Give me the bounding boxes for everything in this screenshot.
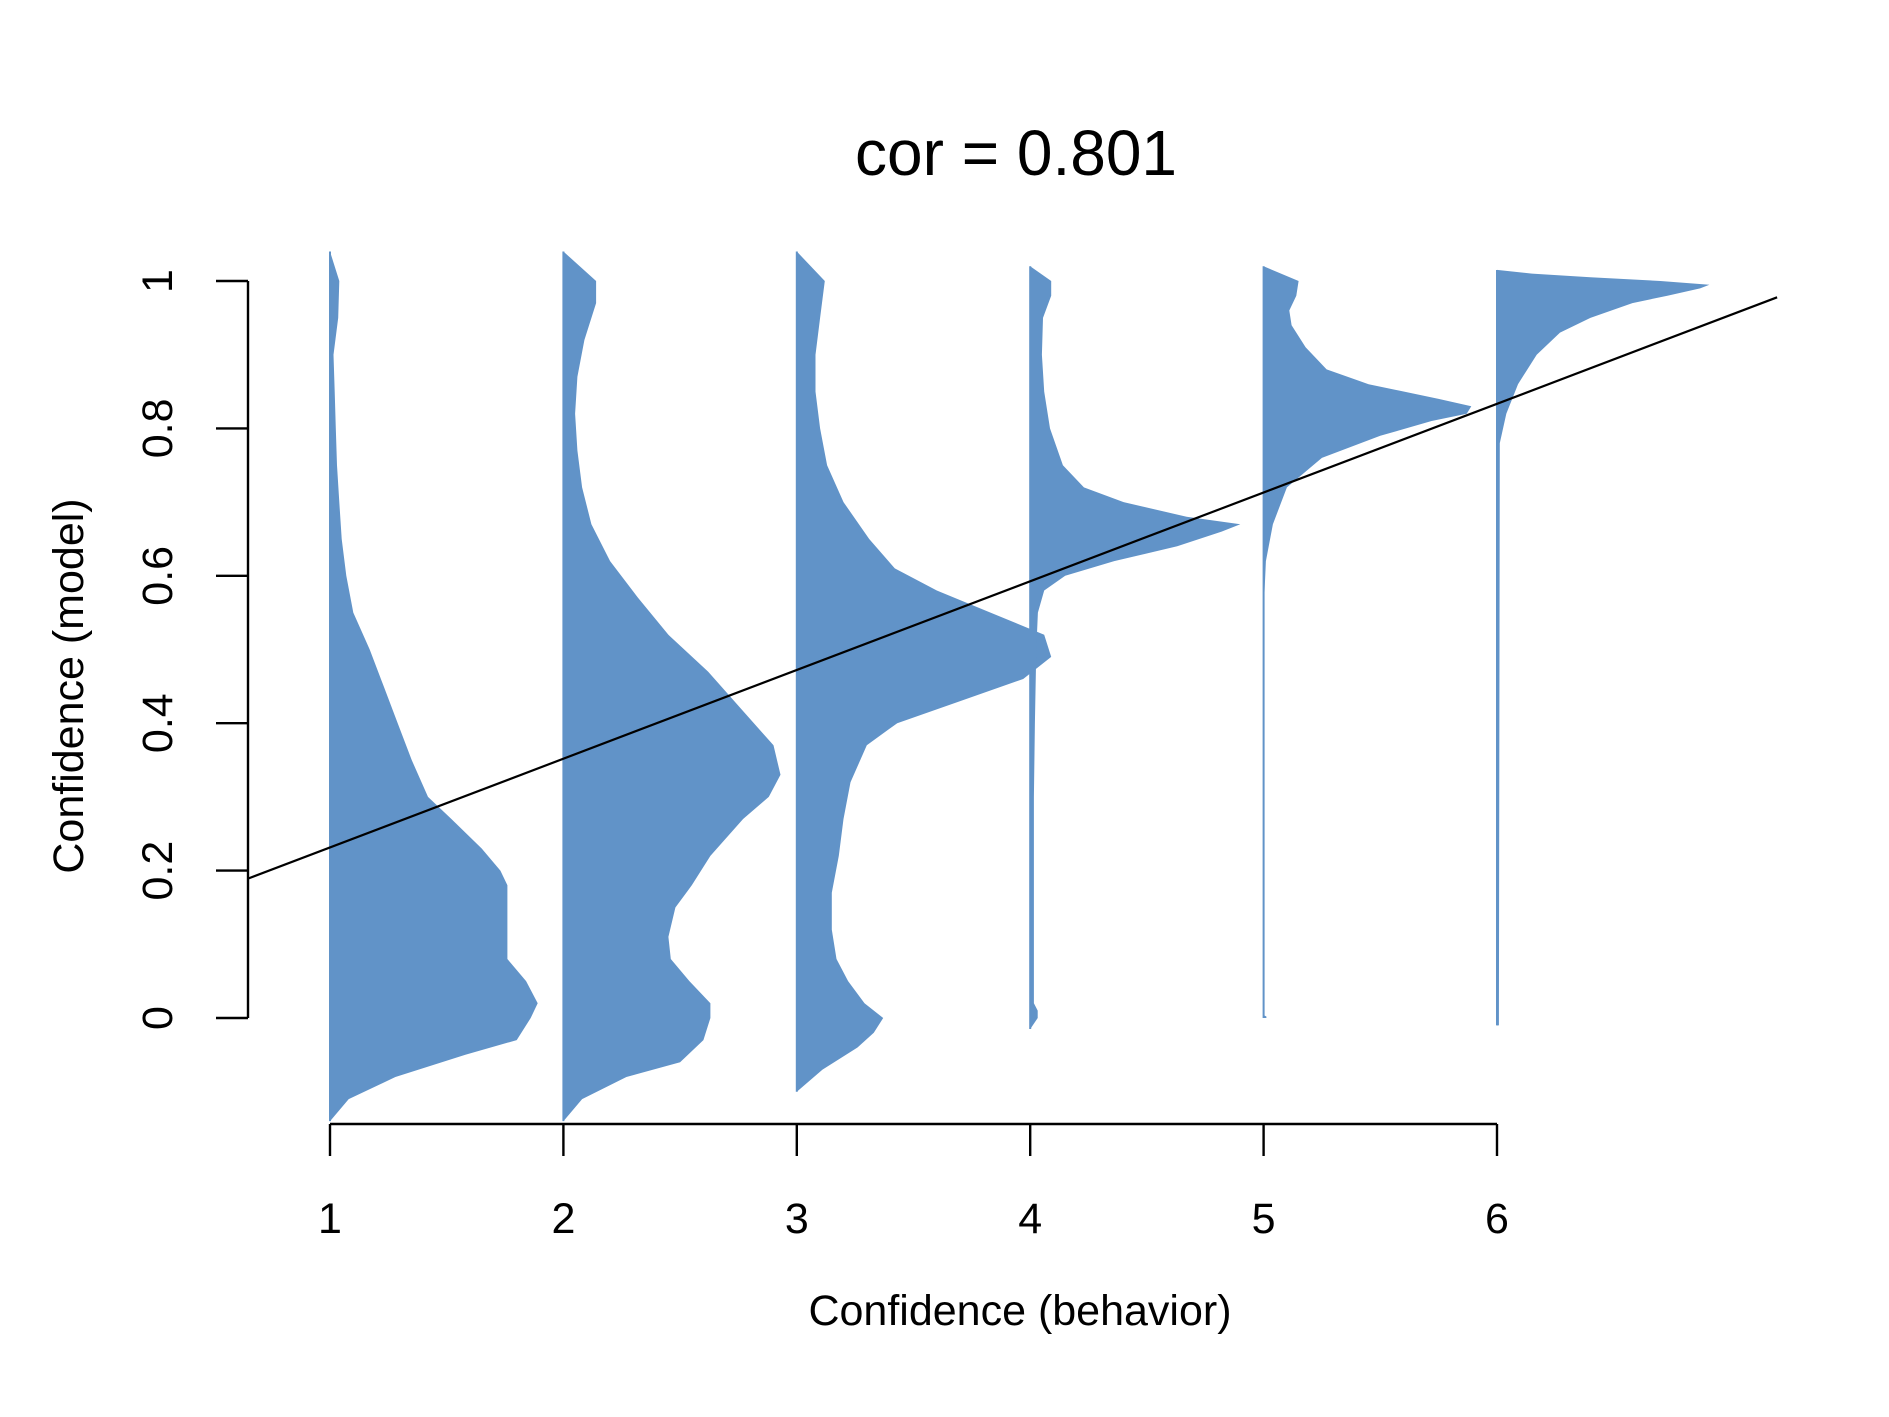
violin-2 (563, 251, 781, 1122)
x-tick-label: 1 (318, 1195, 342, 1243)
violin-6 (1497, 269, 1710, 1026)
y-axis-title: Confidence (model) (45, 498, 93, 873)
y-tick-label: 0.6 (134, 546, 182, 606)
x-axis-title: Confidence (behavior) (808, 1287, 1231, 1335)
violin-4 (1030, 266, 1241, 1030)
y-tick-label: 0.4 (134, 693, 182, 753)
violin-1 (330, 251, 538, 1122)
y-tick-label: 0.2 (134, 841, 182, 901)
x-axis: 1 2 3 4 5 6 (318, 1122, 1509, 1243)
x-tick-label: 3 (785, 1195, 809, 1243)
y-tick-label: 1 (134, 269, 182, 293)
violins-group (329, 251, 1710, 1122)
x-tick-label: 6 (1485, 1195, 1509, 1243)
chart-title: cor = 0.801 (855, 117, 1177, 189)
y-tick-label: 0 (134, 1006, 182, 1030)
violin-5 (1263, 266, 1472, 1018)
x-tick-label: 5 (1252, 1195, 1276, 1243)
violin-3 (796, 251, 1052, 1092)
y-axis: 0 0.2 0.4 0.6 0.8 1 (134, 269, 250, 1030)
fit-line (247, 296, 1778, 880)
x-tick-label: 4 (1018, 1195, 1042, 1243)
fit-line-layer (247, 296, 1778, 880)
x-tick-label: 2 (551, 1195, 575, 1243)
y-tick-label: 0.8 (134, 399, 182, 459)
